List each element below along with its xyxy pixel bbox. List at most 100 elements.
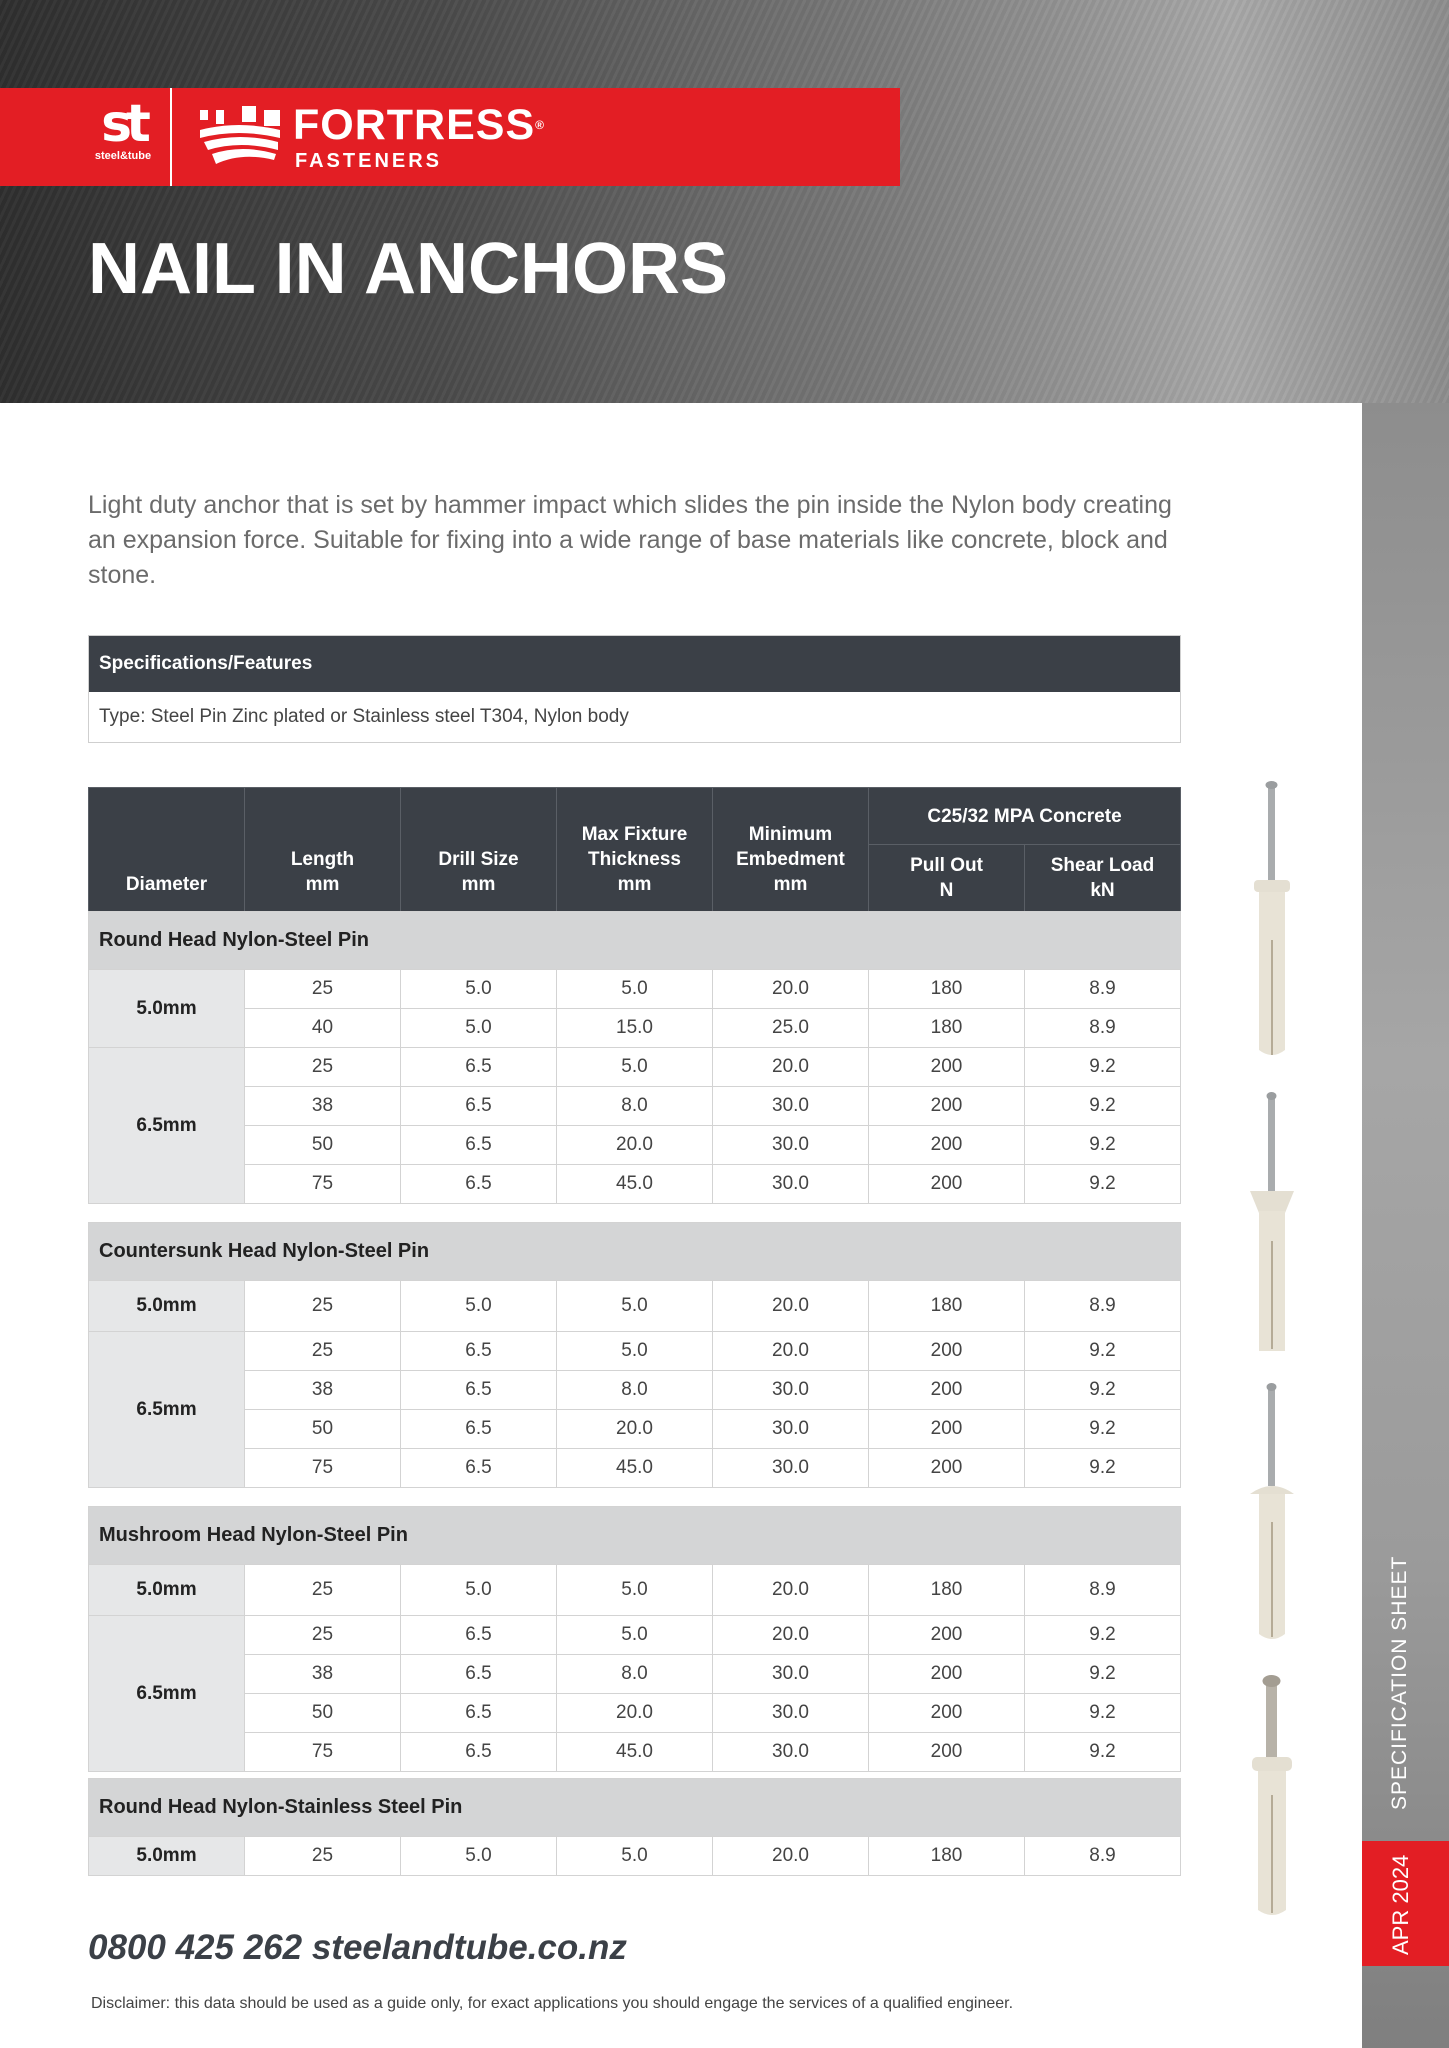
pull-out-cell: 200 — [868, 1409, 1025, 1449]
pull-out-cell: 200 — [868, 1164, 1025, 1204]
pull-out-cell: 180 — [868, 1008, 1025, 1048]
drill-size-cell: 5.0 — [400, 1008, 557, 1048]
max-fixture-cell: 45.0 — [556, 1448, 713, 1488]
section-title: Mushroom Head Nylon-Steel Pin — [88, 1506, 1181, 1565]
length-cell: 38 — [244, 1654, 401, 1694]
shear-load-cell: 9.2 — [1024, 1125, 1181, 1165]
header-diameter: Diameter — [88, 787, 245, 912]
section-row: Round Head Nylon-Stainless Steel Pin — [88, 1778, 1181, 1837]
header-max-fixture: Max Fixture Thickness mm — [556, 787, 713, 912]
specifications-header: Specifications/Features — [89, 636, 1180, 692]
diameter-cell: 6.5mm — [88, 1331, 245, 1488]
pull-out-cell: 200 — [868, 1125, 1025, 1165]
table-row: 75 6.5 45.0 30.0 200 9.2 — [89, 1448, 1181, 1488]
drill-size-cell: 6.5 — [400, 1409, 557, 1449]
shear-load-cell: 8.9 — [1024, 969, 1181, 1009]
header-shear-load: Shear Load kN — [1024, 844, 1181, 912]
pull-out-cell: 180 — [868, 969, 1025, 1009]
header-drill-size: Drill Size mm — [400, 787, 557, 912]
length-cell: 75 — [244, 1732, 401, 1772]
length-cell: 50 — [244, 1409, 401, 1449]
section-title: Round Head Nylon-Steel Pin — [88, 911, 1181, 970]
drill-size-cell: 6.5 — [400, 1125, 557, 1165]
length-cell: 25 — [244, 1615, 401, 1655]
drill-size-cell: 5.0 — [400, 1280, 557, 1332]
brand-divider — [170, 88, 172, 186]
section-title: Round Head Nylon-Stainless Steel Pin — [88, 1778, 1181, 1837]
header-pull-out: Pull Out N — [868, 844, 1025, 912]
length-cell: 75 — [244, 1164, 401, 1204]
shear-load-cell: 9.2 — [1024, 1409, 1181, 1449]
length-cell: 25 — [244, 1331, 401, 1371]
table-row: 5.0mm 25 5.0 5.0 20.0 180 8.9 — [88, 969, 1181, 1048]
length-cell: 38 — [244, 1086, 401, 1126]
min-embedment-cell: 30.0 — [712, 1125, 869, 1165]
pull-out-cell: 200 — [868, 1732, 1025, 1772]
section-row: Countersunk Head Nylon-Steel Pin — [88, 1222, 1181, 1281]
min-embedment-cell: 20.0 — [712, 1564, 869, 1616]
diameter-cell: 5.0mm — [88, 1280, 245, 1332]
shear-load-cell: 9.2 — [1024, 1047, 1181, 1087]
table-row: 6.5mm 25 6.5 5.0 20.0 200 9.2 — [88, 1331, 1181, 1488]
shear-load-cell: 9.2 — [1024, 1615, 1181, 1655]
spec-table-section: Countersunk Head Nylon-Steel Pin 5.0mm 25 5… — [88, 1222, 1181, 1488]
drill-size-cell: 6.5 — [400, 1370, 557, 1410]
drill-size-cell: 6.5 — [400, 1732, 557, 1772]
length-cell: 38 — [244, 1370, 401, 1410]
shear-load-cell: 9.2 — [1024, 1164, 1181, 1204]
max-fixture-cell: 5.0 — [556, 1280, 713, 1332]
pull-out-cell: 200 — [868, 1654, 1025, 1694]
pull-out-cell: 200 — [868, 1370, 1025, 1410]
max-fixture-cell: 8.0 — [556, 1654, 713, 1694]
product-description: Light duty anchor that is set by hammer … — [88, 491, 1172, 589]
drill-size-cell: 5.0 — [400, 1564, 557, 1616]
length-cell: 50 — [244, 1693, 401, 1733]
min-embedment-cell: 30.0 — [712, 1693, 869, 1733]
diameter-cell: 5.0mm — [88, 1836, 245, 1876]
drill-size-cell: 5.0 — [400, 1836, 557, 1876]
length-cell: 75 — [244, 1448, 401, 1488]
pull-out-cell: 180 — [868, 1280, 1025, 1332]
table-row: 50 6.5 20.0 30.0 200 9.2 — [89, 1693, 1181, 1733]
max-fixture-cell: 5.0 — [556, 1047, 713, 1087]
max-fixture-cell: 8.0 — [556, 1370, 713, 1410]
max-fixture-cell: 20.0 — [556, 1125, 713, 1165]
min-embedment-cell: 20.0 — [712, 1331, 869, 1371]
length-cell: 25 — [244, 969, 401, 1009]
shear-load-cell: 8.9 — [1024, 1836, 1181, 1876]
pull-out-cell: 200 — [868, 1331, 1025, 1371]
table-row: 75 6.5 45.0 30.0 200 9.2 — [89, 1164, 1181, 1204]
drill-size-cell: 6.5 — [400, 1331, 557, 1371]
date-label: APR 2024 — [1388, 1854, 1413, 1955]
max-fixture-cell: 20.0 — [556, 1693, 713, 1733]
shear-load-cell: 9.2 — [1024, 1693, 1181, 1733]
max-fixture-cell: 5.0 — [556, 1564, 713, 1616]
min-embedment-cell: 30.0 — [712, 1409, 869, 1449]
table-row: 75 6.5 45.0 30.0 200 9.2 — [89, 1732, 1181, 1772]
spec-table-section: Round Head Nylon-Stainless Steel Pin 5.0m… — [88, 1778, 1181, 1876]
table-row: 50 6.5 20.0 30.0 200 9.2 — [89, 1125, 1181, 1165]
max-fixture-cell: 5.0 — [556, 1331, 713, 1371]
length-cell: 25 — [244, 1564, 401, 1616]
table-row: 38 6.5 8.0 30.0 200 9.2 — [89, 1086, 1181, 1126]
max-fixture-cell: 5.0 — [556, 969, 713, 1009]
specifications-box: Specifications/Features Type: Steel Pin … — [88, 635, 1181, 743]
min-embedment-cell: 20.0 — [712, 1615, 869, 1655]
length-cell: 50 — [244, 1125, 401, 1165]
pull-out-cell: 180 — [868, 1564, 1025, 1616]
spec-table-section: Round Head Nylon-Steel Pin 5.0mm 25 5.0 5.0 2… — [88, 911, 1181, 1204]
header-length: Length mm — [244, 787, 401, 912]
round-head-anchor-image — [1254, 781, 1290, 1055]
spec-table-header: Diameter Length mm Drill Size mm Max Fixture T… — [88, 787, 1181, 912]
shear-load-cell: 9.2 — [1024, 1370, 1181, 1410]
table-row: 38 6.5 8.0 30.0 200 9.2 — [89, 1654, 1181, 1694]
header-subrow: Pull Out N Shear Load kN — [89, 844, 1181, 912]
table-row: 38 6.5 8.0 30.0 200 9.2 — [89, 1370, 1181, 1410]
specification-sheet-label: SPECIFICATION SHEET — [1388, 1555, 1411, 1810]
diameter-cell: 5.0mm — [88, 969, 245, 1048]
date-badge — [1362, 1841, 1449, 1966]
min-embedment-cell: 20.0 — [712, 969, 869, 1009]
drill-size-cell: 6.5 — [400, 1615, 557, 1655]
length-cell: 25 — [244, 1836, 401, 1876]
pull-out-cell: 180 — [868, 1836, 1025, 1876]
